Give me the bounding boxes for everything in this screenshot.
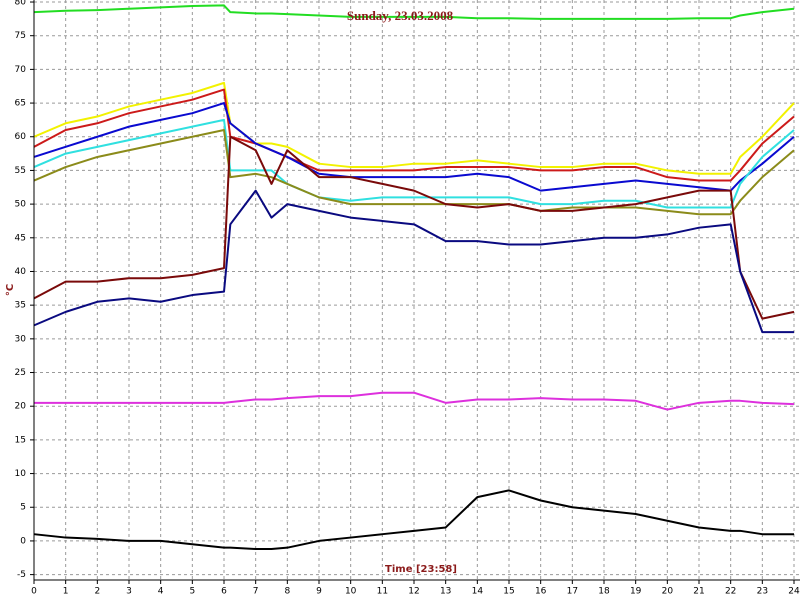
x-tick-label: 0 — [31, 587, 37, 597]
y-tick-label: 80 — [15, 0, 27, 8]
y-tick-label: 0 — [20, 536, 26, 546]
x-tick-label: 23 — [757, 587, 768, 597]
x-tick-label: 20 — [662, 587, 674, 597]
x-tick-label: 12 — [408, 587, 419, 597]
x-tick-label: 7 — [253, 587, 259, 597]
y-tick-label: 30 — [15, 334, 27, 344]
y-tick-label: 50 — [15, 200, 27, 210]
series-line — [33, 489, 794, 551]
x-tick-label: 17 — [567, 587, 578, 597]
y-axis-label: °C — [5, 284, 16, 296]
y-tick-label: 20 — [15, 402, 27, 412]
x-tick-label: 15 — [503, 587, 514, 597]
y-tick-label: 60 — [15, 132, 27, 142]
series-line — [33, 4, 795, 20]
x-tick-label: 11 — [377, 587, 388, 597]
x-tick-label: 19 — [630, 587, 642, 597]
chart-title: Sunday, 23.03.2008 — [347, 8, 454, 23]
y-tick-label: 35 — [15, 301, 26, 311]
x-tick-label: 10 — [345, 587, 357, 597]
y-tick-label: 45 — [15, 233, 26, 243]
x-tick-label: 13 — [440, 587, 451, 597]
x-tick-label: 24 — [788, 587, 800, 597]
x-tick-label: 21 — [693, 587, 704, 597]
y-tick-label: -5 — [17, 570, 26, 580]
series-line — [34, 391, 795, 411]
x-tick-label: 6 — [221, 587, 227, 597]
y-tick-label: 75 — [15, 31, 26, 41]
x-tick-label: 4 — [158, 587, 164, 597]
y-tick-label: 70 — [15, 65, 27, 75]
series-line — [33, 81, 795, 175]
x-tick-label: 8 — [284, 587, 290, 597]
series-line — [33, 102, 795, 192]
y-tick-label: 55 — [15, 166, 26, 176]
x-tick-label: 2 — [94, 587, 100, 597]
series-line — [33, 129, 795, 216]
x-tick-label: 5 — [189, 587, 195, 597]
series-line — [33, 135, 795, 320]
y-tick-label: 40 — [15, 267, 27, 277]
x-tick-label: 3 — [126, 587, 132, 597]
series-line — [33, 118, 795, 209]
y-tick-label: 10 — [15, 469, 27, 479]
x-tick-label: 14 — [472, 587, 484, 597]
x-tick-label: 1 — [63, 587, 69, 597]
y-tick-label: 15 — [15, 435, 26, 445]
series-line — [33, 88, 795, 182]
series-line — [33, 189, 794, 334]
x-tick-label: 9 — [316, 587, 322, 597]
y-tick-label: 5 — [20, 503, 26, 513]
y-tick-label: 65 — [15, 99, 26, 109]
x-tick-label: 18 — [598, 587, 610, 597]
y-tick-label: 25 — [15, 368, 26, 378]
x-axis-label: Time [23:58] — [385, 564, 457, 575]
x-tick-label: 22 — [725, 587, 736, 597]
x-tick-label: 16 — [535, 587, 547, 597]
